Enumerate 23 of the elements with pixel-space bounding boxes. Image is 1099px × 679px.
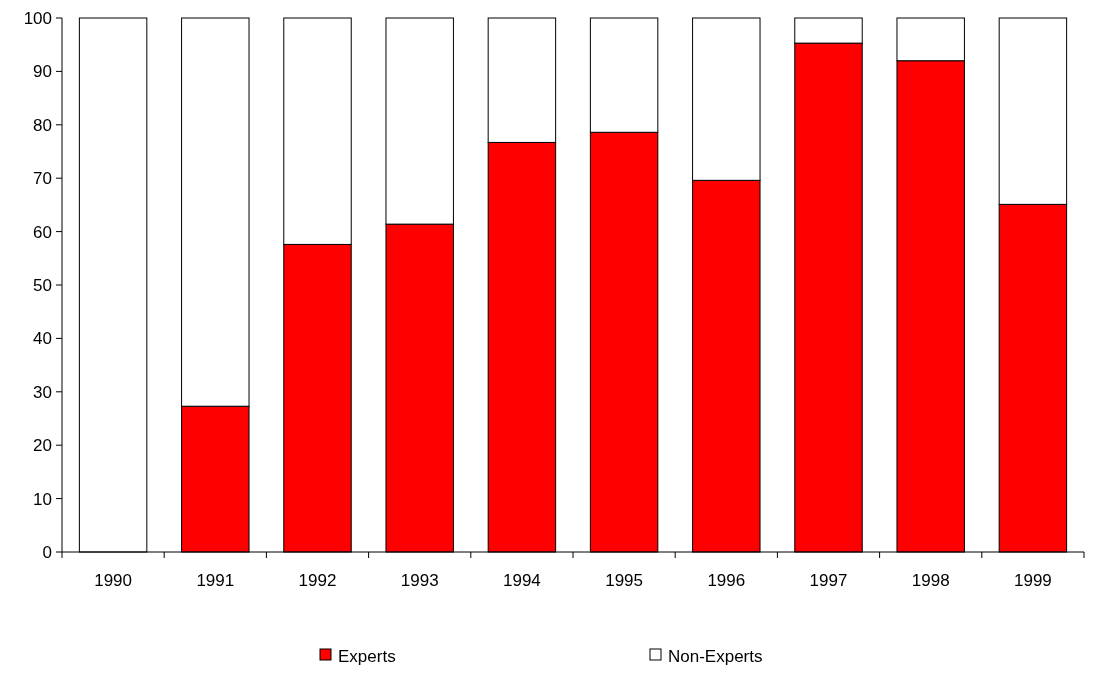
x-tick-label: 1993: [400, 571, 439, 590]
y-tick-label: 20: [33, 436, 52, 456]
y-tick-label: 40: [33, 329, 52, 349]
x-tick-label: 1994: [502, 571, 541, 590]
x-tick-label: 1995: [605, 571, 644, 590]
legend-label: Experts: [338, 646, 396, 666]
x-tick-label: 1997: [809, 571, 848, 590]
x-tick-label: 1998: [911, 571, 950, 590]
legend-label: Non-Experts: [668, 646, 763, 666]
y-tick-label: 100: [23, 8, 52, 28]
x-tick-label: 1991: [196, 571, 235, 590]
y-tick-label: 0: [42, 542, 52, 562]
y-tick-label: 60: [33, 222, 52, 242]
y-tick-label: 30: [33, 382, 52, 402]
y-tick-label: 70: [33, 169, 52, 189]
y-tick-label: 80: [33, 115, 52, 135]
x-tick-label: 1992: [298, 571, 337, 590]
x-tick-label: 1990: [94, 571, 133, 590]
y-tick-label: 50: [33, 275, 52, 295]
x-tick-label: 1999: [1013, 571, 1052, 590]
y-tick-label: 10: [33, 489, 52, 509]
y-tick-label: 90: [33, 62, 52, 82]
x-tick-label: 1996: [707, 571, 746, 590]
